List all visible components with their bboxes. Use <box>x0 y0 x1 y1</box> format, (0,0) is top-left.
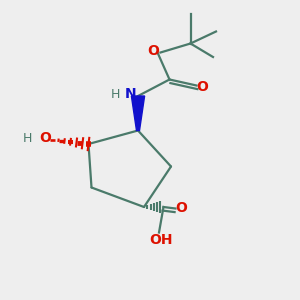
Text: H: H <box>111 88 120 101</box>
Polygon shape <box>131 96 145 130</box>
Text: O: O <box>39 131 51 145</box>
Text: O: O <box>147 44 159 58</box>
Text: N: N <box>125 88 136 101</box>
Text: H: H <box>22 132 32 145</box>
Text: O: O <box>176 201 188 215</box>
Text: OH: OH <box>149 233 172 247</box>
Text: O: O <box>196 80 208 94</box>
